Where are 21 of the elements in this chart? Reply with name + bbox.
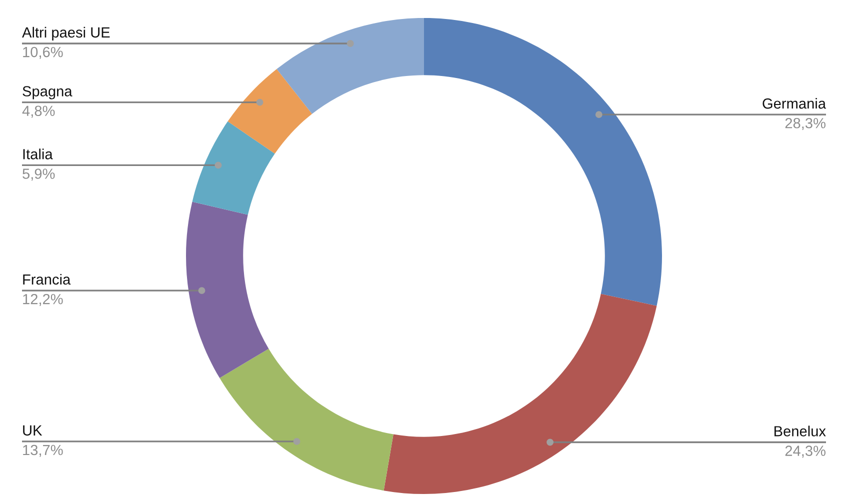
data-label: 5,9% (22, 168, 55, 181)
data-label: 13,7% (23, 444, 63, 457)
data-label: 10,6% (23, 46, 63, 59)
slice-label: Italia (23, 148, 53, 160)
data-label: 12,2% (23, 294, 63, 306)
donut-slice (276, 18, 424, 114)
slice-label: Benelux (774, 426, 826, 436)
donut-slice (220, 348, 394, 491)
donut-slice (186, 202, 269, 378)
slice-label: Spagna (22, 86, 72, 100)
data-label: 24,3% (785, 446, 826, 458)
slice-label: Germania (762, 98, 826, 109)
donut-slice (228, 69, 312, 154)
donut-slice (384, 294, 657, 494)
data-label: 28,3% (785, 118, 826, 130)
donut-slice (424, 18, 662, 306)
donut-slice (192, 121, 275, 215)
data-label: 4,8% (22, 106, 55, 118)
slice-label: Francia (23, 274, 71, 285)
slice-label: Altri paesi UE (22, 26, 110, 40)
slice-label: UK (23, 425, 42, 436)
